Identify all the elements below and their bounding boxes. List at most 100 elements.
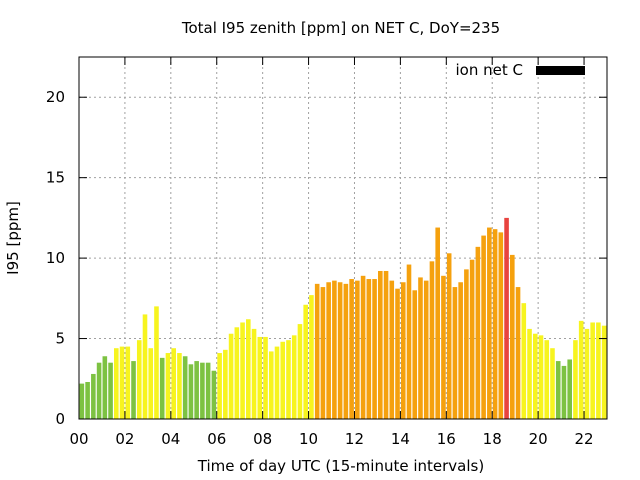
bar [79,383,85,419]
bar [148,348,154,419]
bar [475,246,481,419]
bar [584,328,590,419]
bar [314,283,320,419]
bar [561,365,567,419]
bar [550,348,555,419]
ticks: 0 5 10 15 20 00 02 04 06 08 10 12 14 16 18 20 22 [46,57,607,448]
bar [423,280,429,419]
bar [286,340,291,419]
bar [102,356,108,419]
bar [96,362,102,419]
bar [136,340,142,419]
x-axis-label: Time of day UTC (15-minute intervals) [197,457,484,475]
bar [446,253,452,419]
x-tick-label: 14 [391,430,410,448]
bar [274,346,280,419]
bar [211,370,217,419]
plot-frame [78,56,608,420]
legend-swatch [536,66,585,75]
y-tick-label: 15 [46,169,65,187]
bar [412,290,418,419]
bar [320,287,326,419]
bar [234,327,240,419]
bar [378,270,383,419]
bar [125,346,131,419]
y-tick-label: 0 [55,410,65,428]
bar [481,235,486,419]
bar [383,270,389,419]
bar [469,259,475,419]
bar [268,351,274,419]
bar [389,280,395,419]
y-tick-label: 10 [46,249,65,267]
bar [217,353,222,419]
x-tick-label: 02 [115,430,134,448]
x-tick-label: 08 [253,430,272,448]
x-tick-label: 12 [345,430,364,448]
bar [309,295,314,419]
bar [240,322,245,419]
bar [291,335,297,419]
bar [487,227,492,419]
x-tick-label: 18 [483,430,502,448]
bar [343,283,349,419]
bar [567,359,572,419]
bar [263,336,268,419]
x-tick-label: 20 [529,430,548,448]
chart-title: Total I95 zenith [ppm] on NET C, DoY=235 [181,19,500,37]
bar [458,282,463,419]
bar [555,361,561,419]
bar [223,349,228,419]
bar [280,341,286,419]
bar [366,279,372,419]
bar [418,277,423,419]
bar [360,275,366,419]
bar [601,325,607,419]
bar [297,324,303,419]
bar [395,288,400,419]
bar [492,229,498,419]
bar [194,361,199,419]
bar [205,362,211,419]
bar [257,336,263,419]
bar [349,279,354,419]
bar [578,320,584,419]
bar [596,322,601,419]
bar [165,353,171,419]
x-tick-label: 06 [207,430,226,448]
bar [538,335,544,419]
bar [355,280,360,419]
bar [332,280,337,419]
legend: ion net C [456,61,585,79]
x-tick-label: 04 [161,430,180,448]
bar [498,232,504,419]
bar [142,314,148,419]
bar [510,254,515,419]
grid [79,57,607,419]
bar [200,362,205,419]
bar [171,348,176,419]
bar [400,282,406,419]
x-tick-label: 16 [437,430,456,448]
bar [91,373,96,419]
bar [406,264,412,419]
bar [85,381,90,419]
bar [590,322,595,419]
bar [188,364,194,419]
y-axis-label: I95 [ppm] [4,201,22,275]
bar [372,279,377,419]
bar [182,356,188,419]
bar [573,340,578,419]
x-tick-label: 10 [299,430,318,448]
y-tick-label: 5 [55,330,65,348]
bar [515,287,521,419]
bar [251,328,257,419]
bars [79,217,607,419]
bar [108,362,113,419]
legend-label: ion net C [456,61,523,79]
bar [326,282,331,419]
bar [303,304,308,419]
bar [532,333,538,419]
bar [527,328,532,419]
